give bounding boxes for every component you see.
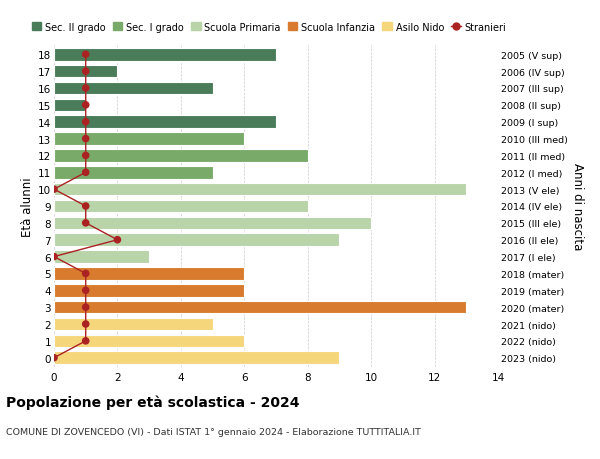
Text: COMUNE DI ZOVENCEDO (VI) - Dati ISTAT 1° gennaio 2024 - Elaborazione TUTTITALIA.: COMUNE DI ZOVENCEDO (VI) - Dati ISTAT 1°… xyxy=(6,427,421,436)
Point xyxy=(81,169,91,177)
Bar xyxy=(54,99,86,112)
Point xyxy=(81,51,91,59)
Text: Popolazione per età scolastica - 2024: Popolazione per età scolastica - 2024 xyxy=(6,395,299,409)
Bar xyxy=(54,116,276,129)
Bar xyxy=(54,167,212,179)
Point xyxy=(81,220,91,227)
Y-axis label: Anni di nascita: Anni di nascita xyxy=(571,163,584,250)
Point xyxy=(81,119,91,126)
Point xyxy=(81,85,91,92)
Bar xyxy=(54,66,118,78)
Legend: Sec. II grado, Sec. I grado, Scuola Primaria, Scuola Infanzia, Asilo Nido, Stran: Sec. II grado, Sec. I grado, Scuola Prim… xyxy=(28,19,510,36)
Bar xyxy=(54,318,212,330)
Bar xyxy=(54,184,466,196)
Point xyxy=(81,270,91,278)
Point xyxy=(81,102,91,109)
Bar xyxy=(54,133,244,146)
Point xyxy=(49,186,59,193)
Bar xyxy=(54,335,244,347)
Point xyxy=(49,354,59,362)
Point xyxy=(81,135,91,143)
Point xyxy=(81,287,91,294)
Bar xyxy=(54,217,371,230)
Point xyxy=(113,236,122,244)
Point xyxy=(81,203,91,210)
Bar xyxy=(54,301,466,314)
Bar xyxy=(54,150,308,162)
Bar xyxy=(54,285,244,297)
Point xyxy=(81,337,91,345)
Bar xyxy=(54,352,340,364)
Bar xyxy=(54,268,244,280)
Bar xyxy=(54,83,212,95)
Bar xyxy=(54,49,276,62)
Y-axis label: Età alunni: Età alunni xyxy=(21,177,34,236)
Point xyxy=(81,321,91,328)
Bar xyxy=(54,251,149,263)
Bar xyxy=(54,200,308,213)
Point xyxy=(81,68,91,76)
Point xyxy=(81,152,91,160)
Point xyxy=(81,304,91,311)
Bar xyxy=(54,234,340,246)
Point xyxy=(49,253,59,261)
